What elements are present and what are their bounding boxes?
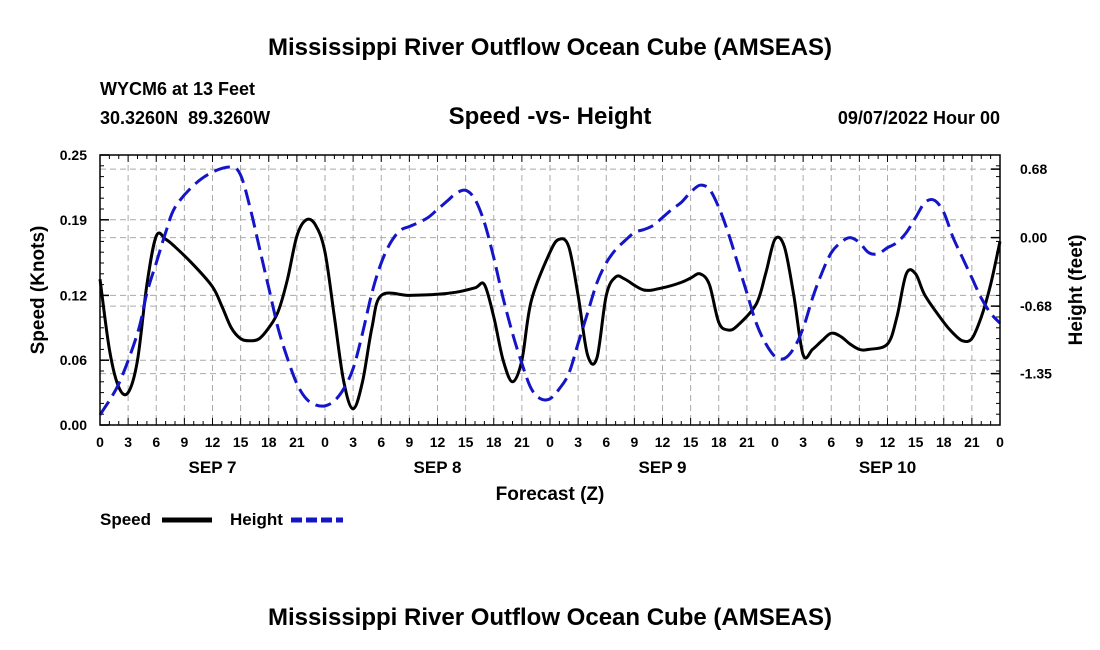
x-tick-label: 0 <box>321 434 329 450</box>
x-tick-label: 0 <box>996 434 1004 450</box>
x-tick-label: 6 <box>152 434 160 450</box>
x-tick-label: 21 <box>739 434 755 450</box>
x-tick-label: 3 <box>349 434 357 450</box>
x-tick-label: 6 <box>377 434 385 450</box>
date-label: 09/07/2022 Hour 00 <box>838 108 1000 128</box>
grid <box>100 155 1000 425</box>
x-tick-label: 0 <box>771 434 779 450</box>
x-tick-label: 18 <box>261 434 277 450</box>
x-tick-label: 6 <box>602 434 610 450</box>
x-tick-label: 21 <box>289 434 305 450</box>
day-label: SEP 7 <box>189 458 237 477</box>
y-right-tick-label: -1.35 <box>1020 366 1052 382</box>
x-tick-label: 18 <box>486 434 502 450</box>
coords-label: 30.3260N 89.3260W <box>100 108 270 128</box>
y-right-tick-label: -0.68 <box>1020 298 1052 314</box>
chart-title: Mississippi River Outflow Ocean Cube (AM… <box>268 34 832 61</box>
x-tick-label: 12 <box>655 434 671 450</box>
y-right-axis-ticks: 0.68 0.00 -0.68 -1.35 <box>991 161 1052 382</box>
x-tick-label: 15 <box>458 434 474 450</box>
legend-speed-label: Speed <box>100 510 151 529</box>
speed-series-line <box>98 217 1002 411</box>
chart-subtitle: Speed -vs- Height <box>449 103 652 130</box>
legend: Speed Height <box>100 510 343 529</box>
x-tick-label: 9 <box>630 434 638 450</box>
y-right-tick-label: 0.00 <box>1020 230 1047 246</box>
x-axis-label: Forecast (Z) <box>496 484 605 505</box>
x-tick-label: 9 <box>405 434 413 450</box>
x-tick-label: 9 <box>855 434 863 450</box>
x-tick-label: 3 <box>799 434 807 450</box>
day-labels: SEP 7 SEP 8 SEP 9 SEP 10 <box>189 458 917 477</box>
plot-frame <box>99 154 1001 426</box>
x-tick-label: 3 <box>124 434 132 450</box>
x-tick-label: 9 <box>180 434 188 450</box>
x-tick-label: 0 <box>96 434 104 450</box>
y-left-tick-label: 0.00 <box>60 417 87 433</box>
x-axis-ticks: 0 3 6 9 12 15 18 21 0 3 6 9 12 15 18 21 0 3 6 9 12 15 18 21 0 3 6 9… <box>96 434 1004 450</box>
footer-title: Mississippi River Outflow Ocean Cube (AM… <box>268 604 832 631</box>
y-left-tick-label: 0.06 <box>60 352 87 368</box>
y-left-axis-ticks: 0.00 0.06 0.12 0.19 0.25 <box>60 147 109 433</box>
y-left-tick-label: 0.25 <box>60 147 87 163</box>
height-series-line <box>98 165 1002 416</box>
y-right-axis-label: Height (feet) <box>1066 235 1087 346</box>
x-tick-label: 3 <box>574 434 582 450</box>
y-left-axis-label: Speed (Knots) <box>28 226 49 355</box>
plot-area: 0 3 6 9 12 15 18 21 0 3 6 9 12 15 18 21 0 3 6 9 12 15 18 21 0 3 6 9… <box>60 147 1052 477</box>
x-tick-label: 12 <box>205 434 221 450</box>
x-tick-label: 21 <box>514 434 530 450</box>
x-tick-label: 12 <box>880 434 896 450</box>
y-left-tick-label: 0.12 <box>60 287 87 303</box>
x-tick-label: 0 <box>546 434 554 450</box>
day-label: SEP 9 <box>639 458 687 477</box>
legend-height-label: Height <box>230 510 283 529</box>
x-tick-label: 6 <box>827 434 835 450</box>
x-tick-label: 15 <box>908 434 924 450</box>
day-label: SEP 10 <box>859 458 916 477</box>
x-tick-label: 18 <box>711 434 727 450</box>
day-label: SEP 8 <box>414 458 462 477</box>
x-tick-label: 21 <box>964 434 980 450</box>
x-tick-label: 15 <box>233 434 249 450</box>
x-tick-label: 12 <box>430 434 446 450</box>
station-label: WYCM6 at 13 Feet <box>100 79 255 99</box>
y-right-tick-label: 0.68 <box>1020 161 1047 177</box>
x-tick-label: 18 <box>936 434 952 450</box>
series-layer <box>98 165 1002 416</box>
x-tick-label: 15 <box>683 434 699 450</box>
y-left-tick-label: 0.19 <box>60 212 87 228</box>
